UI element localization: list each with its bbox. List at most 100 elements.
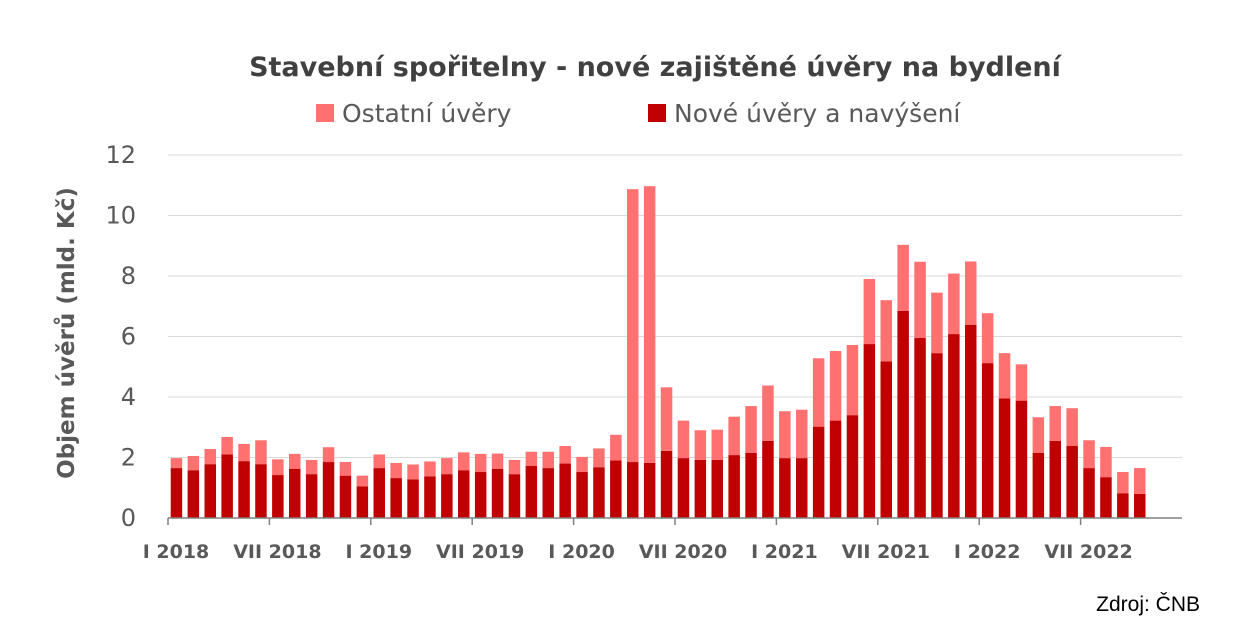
- y-tick-label: 0: [121, 504, 136, 532]
- bar-ostatni-uvery: [390, 462, 402, 479]
- bar-nove-uvery: [745, 452, 757, 518]
- bar-nove-uvery: [796, 458, 808, 518]
- bar-nove-uvery: [981, 363, 994, 518]
- bar-nove-uvery: [829, 420, 842, 518]
- bar-ostatni-uvery: [221, 436, 233, 455]
- bars: [170, 186, 1146, 518]
- bar-nove-uvery: [931, 353, 943, 518]
- bar-nove-uvery: [610, 460, 622, 518]
- bar-nove-uvery: [289, 468, 301, 518]
- bar-ostatni-uvery: [559, 446, 571, 464]
- bar-nove-uvery: [542, 468, 554, 518]
- bar-nove-uvery: [322, 462, 335, 518]
- bar-nove-uvery: [1049, 440, 1061, 518]
- source-note: Zdroj: ČNB: [1096, 593, 1200, 616]
- bar-ostatni-uvery: [1100, 446, 1112, 478]
- bar-nove-uvery: [1117, 493, 1129, 518]
- x-tick-label: VII 2022: [1044, 541, 1132, 563]
- bar-nove-uvery: [863, 344, 876, 518]
- bar-nove-uvery: [677, 458, 690, 518]
- bar-ostatni-uvery: [914, 261, 926, 339]
- bar-ostatni-uvery: [643, 186, 656, 463]
- bar-ostatni-uvery: [779, 411, 791, 459]
- chart-title: Stavební spořitelny - nové zajištěné úvě…: [249, 52, 1063, 83]
- legend: Ostatní úvěry Nové úvěry a navýšení: [316, 99, 961, 128]
- bar-ostatni-uvery: [1015, 364, 1028, 401]
- x-tick-label: I 2018: [143, 541, 210, 563]
- bar-ostatni-uvery: [660, 387, 673, 451]
- bar-nove-uvery: [846, 415, 859, 518]
- bar-ostatni-uvery: [305, 459, 318, 475]
- bar-nove-uvery: [508, 474, 521, 518]
- bar-ostatni-uvery: [948, 273, 960, 335]
- bar-ostatni-uvery: [796, 409, 808, 459]
- bar-ostatni-uvery: [255, 440, 267, 465]
- bar-nove-uvery: [339, 475, 352, 518]
- bar-nove-uvery: [187, 470, 200, 518]
- legend-swatch-ostatni: [316, 104, 334, 122]
- bar-ostatni-uvery: [880, 300, 892, 362]
- bar-ostatni-uvery: [981, 313, 994, 364]
- bar-nove-uvery: [407, 479, 419, 518]
- y-tick-labels: 0 2 4 6 8 10 12: [105, 141, 136, 532]
- bar-nove-uvery: [474, 472, 487, 518]
- bar-nove-uvery: [491, 468, 504, 518]
- bar-ostatni-uvery: [1134, 468, 1146, 494]
- bar-nove-uvery: [948, 334, 960, 518]
- y-tick-label: 2: [121, 444, 136, 472]
- bar-ostatni-uvery: [576, 456, 588, 473]
- bar-ostatni-uvery: [998, 353, 1011, 399]
- bar-ostatni-uvery: [812, 358, 825, 427]
- legend-label-nove: Nové úvěry a navýšení: [674, 99, 961, 128]
- legend-swatch-nove: [648, 104, 666, 122]
- bar-nove-uvery: [880, 361, 892, 518]
- bar-ostatni-uvery: [593, 448, 605, 468]
- x-tick-label: VII 2018: [233, 541, 321, 563]
- bar-nove-uvery: [694, 459, 707, 518]
- bar-ostatni-uvery: [373, 454, 385, 469]
- bar-ostatni-uvery: [931, 292, 943, 354]
- bar-ostatni-uvery: [356, 475, 369, 487]
- y-tick-label: 12: [105, 141, 136, 169]
- y-tick-label: 6: [121, 323, 136, 351]
- x-axis: [167, 517, 1182, 525]
- bar-nove-uvery: [1100, 477, 1112, 518]
- bar-ostatni-uvery: [677, 420, 690, 459]
- bar-nove-uvery: [424, 476, 436, 518]
- bar-nove-uvery: [897, 310, 909, 518]
- bar-ostatni-uvery: [424, 461, 436, 477]
- y-tick-label: 10: [105, 202, 136, 230]
- bar-nove-uvery: [525, 465, 538, 518]
- bar-nove-uvery: [576, 472, 588, 518]
- bar-nove-uvery: [238, 461, 250, 518]
- bar-nove-uvery: [390, 478, 402, 518]
- bar-ostatni-uvery: [441, 458, 453, 475]
- bar-nove-uvery: [627, 462, 639, 518]
- bar-ostatni-uvery: [829, 351, 842, 421]
- bar-ostatni-uvery: [407, 464, 419, 480]
- bar-nove-uvery: [204, 464, 216, 518]
- bar-nove-uvery: [643, 462, 656, 518]
- y-tick-label: 8: [121, 262, 136, 290]
- bar-ostatni-uvery: [694, 430, 707, 460]
- bar-ostatni-uvery: [272, 459, 284, 476]
- bar-nove-uvery: [221, 454, 233, 518]
- bar-nove-uvery: [1134, 493, 1146, 518]
- bar-ostatni-uvery: [525, 451, 538, 466]
- bar-nove-uvery: [305, 474, 318, 518]
- x-tick-label: VII 2019: [436, 541, 524, 563]
- bar-nove-uvery: [356, 486, 369, 518]
- bar-ostatni-uvery: [289, 453, 301, 469]
- bar-ostatni-uvery: [1117, 472, 1129, 494]
- x-tick-label: VII 2020: [639, 541, 727, 563]
- bar-ostatni-uvery: [745, 406, 757, 453]
- bar-ostatni-uvery: [322, 447, 335, 463]
- bar-ostatni-uvery: [762, 385, 774, 441]
- x-tick-label: VII 2021: [842, 541, 930, 563]
- bar-ostatni-uvery: [1049, 406, 1061, 441]
- x-tick-label: I 2022: [954, 541, 1021, 563]
- bar-nove-uvery: [272, 475, 284, 518]
- bar-ostatni-uvery: [711, 429, 723, 460]
- bar-nove-uvery: [255, 464, 267, 518]
